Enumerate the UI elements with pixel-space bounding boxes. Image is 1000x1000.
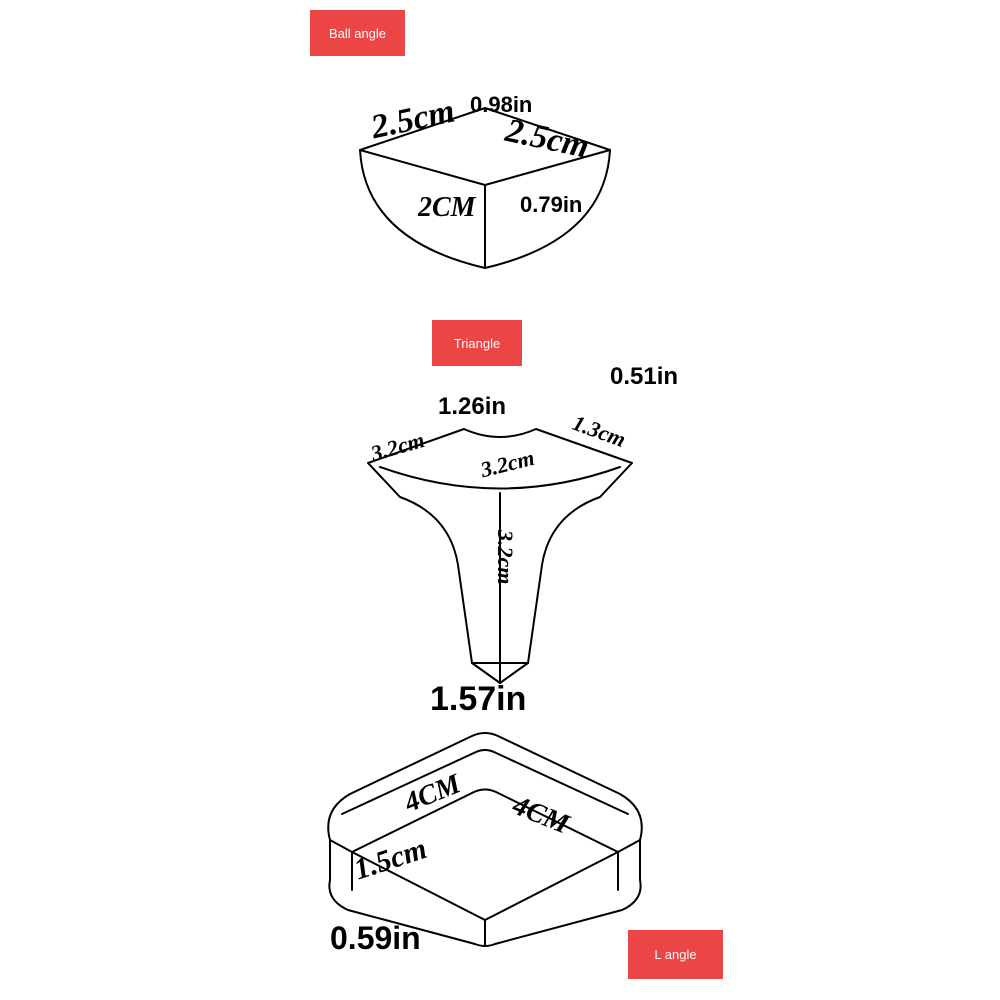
tri-right-in: 0.51in bbox=[610, 363, 678, 391]
l-angle-diagram bbox=[300, 730, 670, 950]
tri-vert-cm: 3.2cm bbox=[492, 530, 518, 584]
tri-bottom-in: 1.57in bbox=[430, 680, 526, 719]
tri-top-in: 1.26in bbox=[438, 393, 506, 421]
tag-triangle-text: Triangle bbox=[454, 337, 500, 350]
tag-triangle: Triangle bbox=[432, 320, 522, 366]
ball-h-cm: 2CM bbox=[418, 192, 476, 224]
ball-h-in: 0.79in bbox=[520, 192, 582, 218]
tag-ball-text: Ball angle bbox=[329, 27, 386, 40]
l-bottom-in: 0.59in bbox=[330, 920, 421, 957]
tag-ball-angle: Ball angle bbox=[310, 10, 405, 56]
